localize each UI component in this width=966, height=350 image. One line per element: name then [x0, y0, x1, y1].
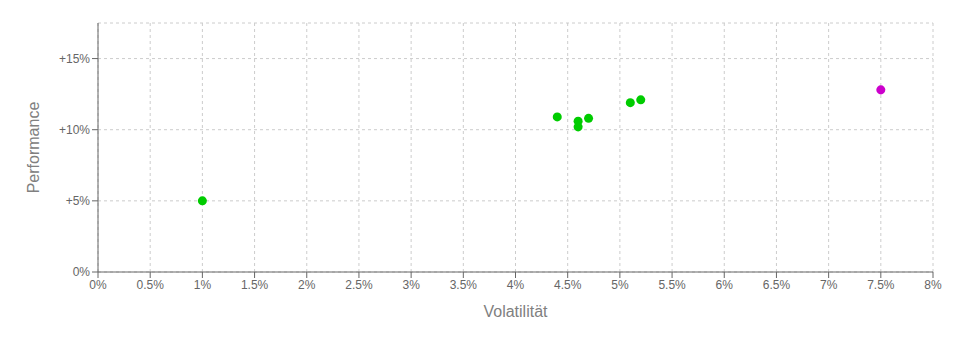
svg-text:6%: 6% [716, 278, 734, 292]
svg-text:5.5%: 5.5% [658, 278, 686, 292]
svg-text:6.5%: 6.5% [763, 278, 791, 292]
svg-text:1.5%: 1.5% [241, 278, 269, 292]
svg-text:4%: 4% [507, 278, 525, 292]
svg-text:7%: 7% [820, 278, 838, 292]
svg-text:Volatilität: Volatilität [483, 303, 548, 320]
svg-text:3.5%: 3.5% [450, 278, 478, 292]
svg-text:0%: 0% [73, 265, 91, 279]
svg-text:0%: 0% [89, 278, 107, 292]
svg-text:Performance: Performance [25, 102, 42, 194]
svg-text:+15%: +15% [59, 52, 90, 66]
svg-text:5%: 5% [611, 278, 629, 292]
svg-text:8%: 8% [924, 278, 942, 292]
svg-text:0.5%: 0.5% [137, 278, 165, 292]
svg-text:2.5%: 2.5% [345, 278, 373, 292]
svg-text:3%: 3% [402, 278, 420, 292]
svg-text:7.5%: 7.5% [867, 278, 895, 292]
svg-text:2%: 2% [298, 278, 316, 292]
svg-text:1%: 1% [194, 278, 212, 292]
svg-text:+10%: +10% [59, 123, 90, 137]
svg-text:4.5%: 4.5% [554, 278, 582, 292]
svg-text:+5%: +5% [66, 194, 91, 208]
